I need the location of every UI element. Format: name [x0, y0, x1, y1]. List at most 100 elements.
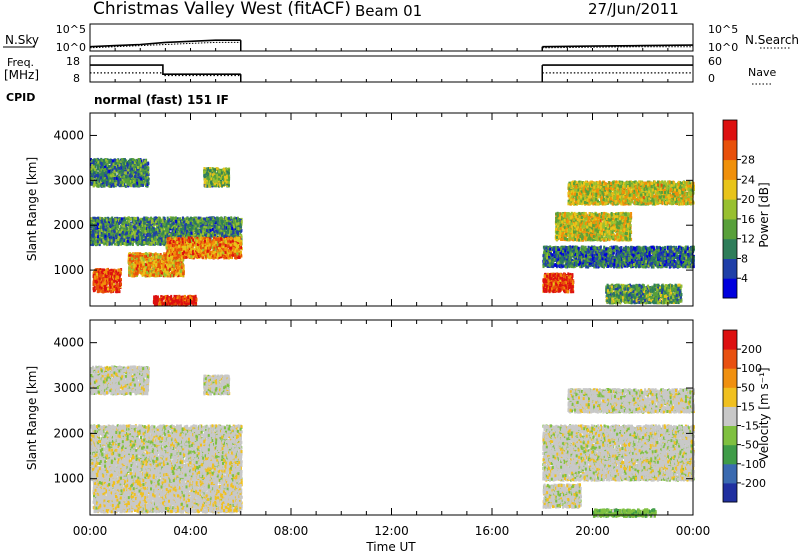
power-scatter-cell [138, 260, 141, 264]
power-scatter-cell [210, 220, 213, 224]
power-scatter-cell [158, 242, 161, 246]
power-scatter-cell [110, 289, 112, 293]
nsky-left-tick-top: 10^5 [56, 23, 86, 36]
power-scatter-cell [205, 225, 208, 229]
power-scatter-cell [180, 222, 183, 226]
power-scatter-cell [132, 274, 135, 278]
power-scatter-cell [218, 221, 221, 225]
power-scatter-cell [213, 219, 216, 223]
power-scatter-cell [224, 223, 227, 227]
power-scatter-cell [145, 222, 148, 226]
power-scatter-cell [98, 280, 101, 284]
power-scatter-cell [150, 216, 153, 220]
power-scatter-cell [172, 216, 175, 220]
power-scatter-cell [128, 258, 131, 262]
power-scatter-cell [149, 259, 152, 263]
power-scatter-cell [112, 220, 115, 224]
power-scatter-cell [102, 220, 105, 224]
power-scatter-cell [235, 227, 238, 230]
power-scatter-cell [184, 223, 187, 227]
power-scatter-cell [144, 255, 147, 259]
power-scatter-cell [169, 216, 172, 220]
power-scatter-cell [110, 239, 113, 243]
power-scatter-cell [111, 237, 114, 241]
power-scatter-cell [128, 217, 131, 221]
power-scatter-cell [163, 234, 165, 238]
power-scatter-cell [233, 225, 236, 229]
power-scatter-cell [96, 235, 99, 239]
power-scatter-cell [108, 278, 111, 282]
power-scatter-cell [115, 229, 118, 233]
power-scatter-cell [154, 220, 157, 224]
power-scatter-cell [192, 230, 195, 234]
power-scatter-cell [184, 217, 187, 221]
power-scatter-cell [117, 288, 120, 292]
power-scatter-cell [115, 218, 118, 222]
power-scatter-cell [175, 261, 178, 265]
power-scatter-cell [103, 242, 106, 246]
power-scatter-cell [108, 233, 110, 236]
power-scatter-cell [141, 234, 143, 238]
power-scatter-cell [117, 268, 120, 272]
power-scatter-cell [111, 282, 114, 286]
power-scatter-cell [171, 261, 174, 265]
power-scatter-cell [182, 220, 185, 224]
power-scatter-cell [203, 227, 206, 231]
power-scatter-cell [158, 233, 160, 237]
power-scatter-cell [218, 223, 221, 227]
power-scatter-cell [134, 226, 137, 230]
power-scatter-cell [196, 229, 199, 233]
power-scatter-cell [196, 224, 199, 228]
power-scatter-cell [136, 223, 139, 227]
power-scatter-cell [161, 219, 164, 223]
power-scatter-cell [136, 243, 139, 247]
power-scatter-cell [183, 217, 186, 221]
freq-unit-label: [MHz] [4, 68, 39, 82]
power-scatter-cell [189, 222, 192, 225]
freq-tick-top: 18 [66, 55, 80, 68]
power-scatter-cell [174, 216, 177, 220]
power-scatter-cell [104, 288, 107, 292]
power-scatter-cell [145, 233, 148, 237]
power-scatter-cell [150, 227, 153, 231]
power-scatter-cell [211, 232, 214, 236]
power-scatter-cell [119, 269, 122, 273]
power-scatter-cell [172, 232, 175, 236]
power-scatter-cell [98, 232, 101, 236]
power-scatter-cell [225, 216, 227, 220]
power-scatter-cell [184, 227, 187, 231]
nsky-series-0-seg-1 [542, 44, 694, 48]
power-scatter-cell [98, 220, 101, 224]
power-scatter-cell [91, 237, 94, 241]
cpid-label: CPID [6, 91, 35, 104]
power-scatter-cell [174, 233, 177, 236]
power-scatter-cell [143, 241, 146, 244]
power-scatter-cell [131, 228, 134, 232]
power-scatter-cell [120, 217, 123, 221]
power-scatter-cell [96, 218, 99, 222]
beam-label: Beam 01 [355, 2, 422, 20]
power-scatter-cell [135, 217, 138, 221]
power-scatter-cell [104, 228, 107, 232]
power-scatter-cell [209, 217, 212, 221]
power-scatter-cell [182, 223, 185, 227]
power-scatter-cell [113, 242, 116, 246]
power-scatter-cell [227, 233, 230, 237]
power-scatter-cell [177, 222, 180, 226]
power-scatter-cell [190, 231, 193, 235]
freq-series-0-seg-0 [90, 64, 241, 75]
power-scatter-cell [186, 216, 189, 220]
power-scatter-cell [140, 271, 143, 275]
power-scatter-cell [158, 216, 161, 220]
power-scatter-cell [101, 290, 104, 293]
power-scatter-cell [157, 220, 160, 224]
power-scatter-cell [226, 228, 229, 232]
power-scatter-cell [143, 267, 146, 271]
power-scatter-cell [116, 275, 119, 279]
power-scatter-cell [145, 263, 148, 266]
nsky-series-1-seg-0 [89, 41, 241, 49]
power-scatter-cell [223, 234, 226, 238]
power-scatter-cell [173, 226, 176, 230]
power-scatter-cell [153, 261, 156, 265]
power-scatter-cell [109, 218, 112, 222]
